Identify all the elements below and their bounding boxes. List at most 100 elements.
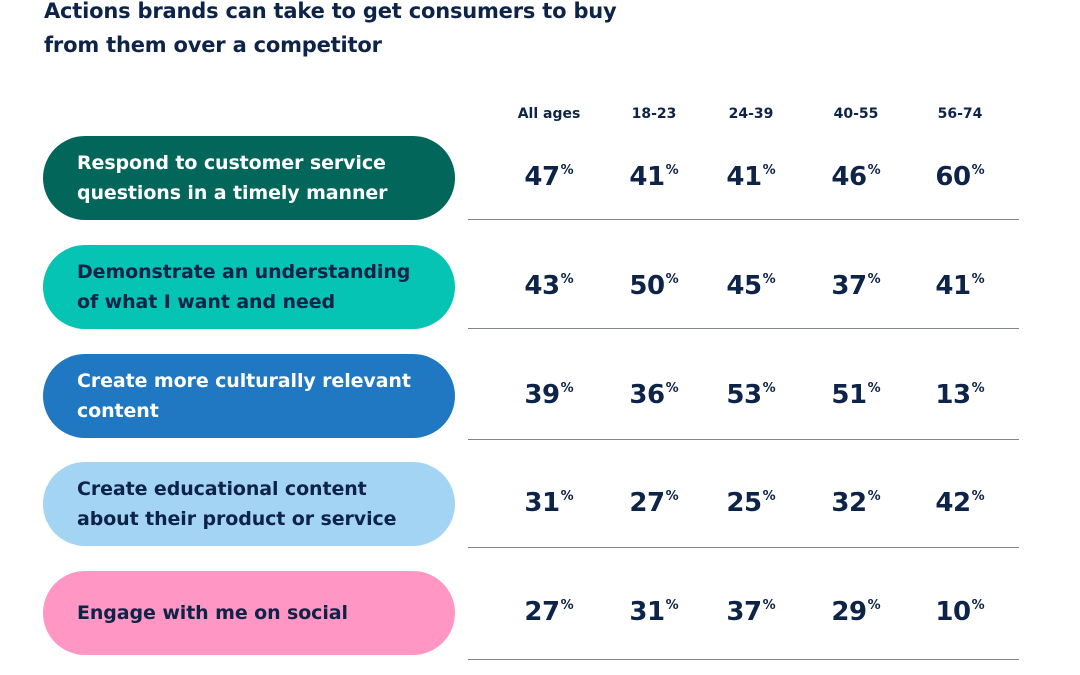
value-number: 36 [629,380,665,410]
value-number: 60 [935,162,971,192]
percent-sign: % [867,598,881,613]
value-cell: 50% [599,271,709,301]
value-cell: 27% [494,597,604,627]
value-cell: 32% [801,488,911,518]
percent-sign: % [560,598,574,613]
percent-sign: % [762,489,776,504]
table-row: Respond to customer service questions in… [0,136,1080,220]
percent-sign: % [762,272,776,287]
value-cell: 13% [905,380,1015,410]
percent-sign: % [560,163,574,178]
value-cell: 53% [696,380,806,410]
percent-sign: % [762,163,776,178]
table-row: Engage with me on social 27% 31% 37% 29% 10% [0,571,1080,655]
value-number: 50 [629,271,665,301]
value-cell: 29% [801,597,911,627]
value-cell: 10% [905,597,1015,627]
row-label: Create educational content about their p… [77,478,397,530]
row-divider [468,328,1019,329]
percent-sign: % [560,489,574,504]
value-number: 37 [726,597,762,627]
value-cell: 39% [494,380,604,410]
value-number: 37 [831,271,867,301]
value-number: 10 [935,597,971,627]
percent-sign: % [867,272,881,287]
percent-sign: % [971,272,985,287]
value-number: 47 [524,162,560,192]
value-number: 27 [629,488,665,518]
value-number: 41 [726,162,762,192]
row-label-pill: Respond to customer service questions in… [43,136,455,220]
value-number: 51 [831,380,867,410]
column-header: 56-74 [937,106,983,122]
value-cell: 47% [494,162,604,192]
value-cell: 60% [905,162,1015,192]
column-header: All ages [517,106,581,122]
percent-sign: % [867,381,881,396]
percent-sign: % [762,598,776,613]
value-number: 27 [524,597,560,627]
value-cell: 27% [599,488,709,518]
value-cell: 46% [801,162,911,192]
percent-sign: % [560,381,574,396]
value-number: 13 [935,380,971,410]
row-divider [468,659,1019,660]
column-header: 40-55 [833,106,879,122]
percent-sign: % [665,598,679,613]
value-cell: 51% [801,380,911,410]
chart-title: Actions brands can take to get consumers… [44,0,617,57]
percent-sign: % [867,163,881,178]
value-cell: 37% [801,271,911,301]
value-number: 32 [831,488,867,518]
value-number: 25 [726,488,762,518]
value-cell: 41% [696,162,806,192]
value-number: 39 [524,380,560,410]
value-cell: 41% [905,271,1015,301]
value-cell: 25% [696,488,806,518]
value-number: 46 [831,162,867,192]
percent-sign: % [867,489,881,504]
percent-sign: % [665,272,679,287]
row-label-pill: Demonstrate an understanding of what I w… [43,245,455,329]
row-label: Create more culturally relevant content [77,370,411,422]
value-number: 43 [524,271,560,301]
value-number: 31 [524,488,560,518]
column-header: 18-23 [631,106,677,122]
value-number: 41 [935,271,971,301]
table-row: Create educational content about their p… [0,462,1080,546]
value-number: 42 [935,488,971,518]
percent-sign: % [762,381,776,396]
percent-sign: % [971,381,985,396]
table-row: Demonstrate an understanding of what I w… [0,245,1080,329]
value-cell: 31% [599,597,709,627]
value-cell: 37% [696,597,806,627]
percent-sign: % [971,489,985,504]
percent-sign: % [665,163,679,178]
column-header: 24-39 [728,106,774,122]
value-cell: 45% [696,271,806,301]
row-label: Demonstrate an understanding of what I w… [77,261,411,313]
value-cell: 43% [494,271,604,301]
percent-sign: % [560,272,574,287]
value-cell: 36% [599,380,709,410]
value-number: 29 [831,597,867,627]
value-cell: 42% [905,488,1015,518]
value-number: 31 [629,597,665,627]
row-label: Engage with me on social [77,602,348,624]
row-label-pill: Create more culturally relevant content [43,354,455,438]
table-row: Create more culturally relevant content 3… [0,354,1080,438]
percent-sign: % [971,163,985,178]
value-number: 41 [629,162,665,192]
value-cell: 41% [599,162,709,192]
row-label-pill: Create educational content about their p… [43,462,455,546]
value-number: 53 [726,380,762,410]
value-number: 45 [726,271,762,301]
percent-sign: % [665,381,679,396]
row-divider [468,439,1019,440]
row-label-pill: Engage with me on social [43,571,455,655]
percent-sign: % [665,489,679,504]
value-cell: 31% [494,488,604,518]
row-divider [468,547,1019,548]
row-label: Respond to customer service questions in… [77,152,388,204]
row-divider [468,219,1019,220]
